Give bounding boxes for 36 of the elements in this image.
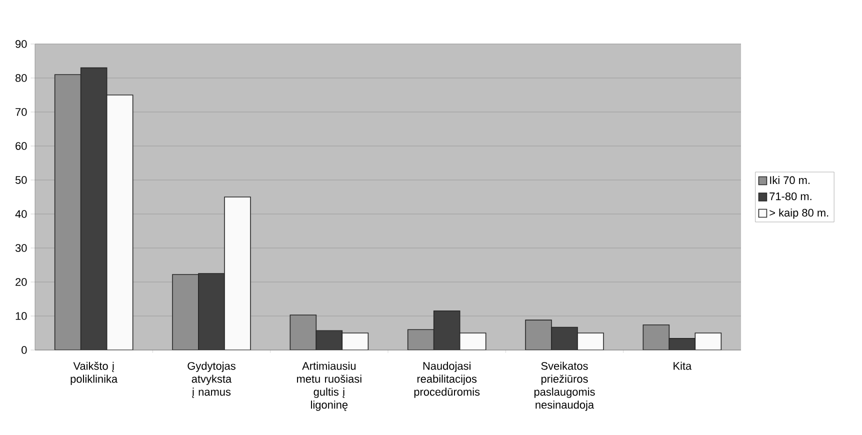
x-tick-label: Vaikšto į poliklinika: [70, 362, 118, 385]
y-tick-label: 30: [15, 244, 27, 252]
y-tick-label: 90: [16, 40, 27, 48]
x-tick-label: Sveikatos priežiūros paslaugomis nesinaudoja: [534, 362, 595, 411]
legend-label: 71-80 m.: [770, 192, 812, 200]
bar: [642, 324, 670, 350]
x-tick-label: Kita: [674, 362, 692, 370]
bar: [54, 74, 82, 350]
bar: [316, 330, 343, 350]
legend-label: Iki 70 m.: [770, 176, 810, 184]
bar: [577, 332, 604, 350]
bar: [433, 310, 460, 350]
bar: [172, 274, 199, 350]
bar: [407, 329, 434, 350]
bar: [342, 332, 369, 350]
legend-label: > kaip 80 m.: [770, 208, 828, 219]
y-tick-label: 10: [16, 312, 27, 320]
bar: [106, 94, 134, 350]
bar: [290, 314, 317, 350]
bar: [224, 196, 251, 350]
bar: [551, 326, 578, 350]
x-tick-label: Gydytojas atvyksta į namus: [188, 362, 236, 398]
y-tick-label: 40: [15, 210, 27, 218]
y-tick-label: 50: [15, 176, 27, 184]
y-tick-label: 60: [16, 142, 27, 150]
bar: [525, 320, 552, 350]
bar: [459, 332, 486, 350]
y-tick-label: 20: [16, 278, 27, 286]
bar: [198, 273, 225, 350]
bar: [80, 67, 108, 350]
y-tick-label: 0: [22, 346, 27, 354]
x-tick-label: Naudojasi reabilitacijos procedūromis: [414, 362, 480, 398]
y-tick-label: 80: [16, 74, 27, 82]
y-tick-label: 70: [16, 108, 27, 116]
x-tick-label: Artimiausiu metu ruošiasi gultis į ligoninę: [297, 362, 362, 411]
bar: [694, 332, 722, 350]
